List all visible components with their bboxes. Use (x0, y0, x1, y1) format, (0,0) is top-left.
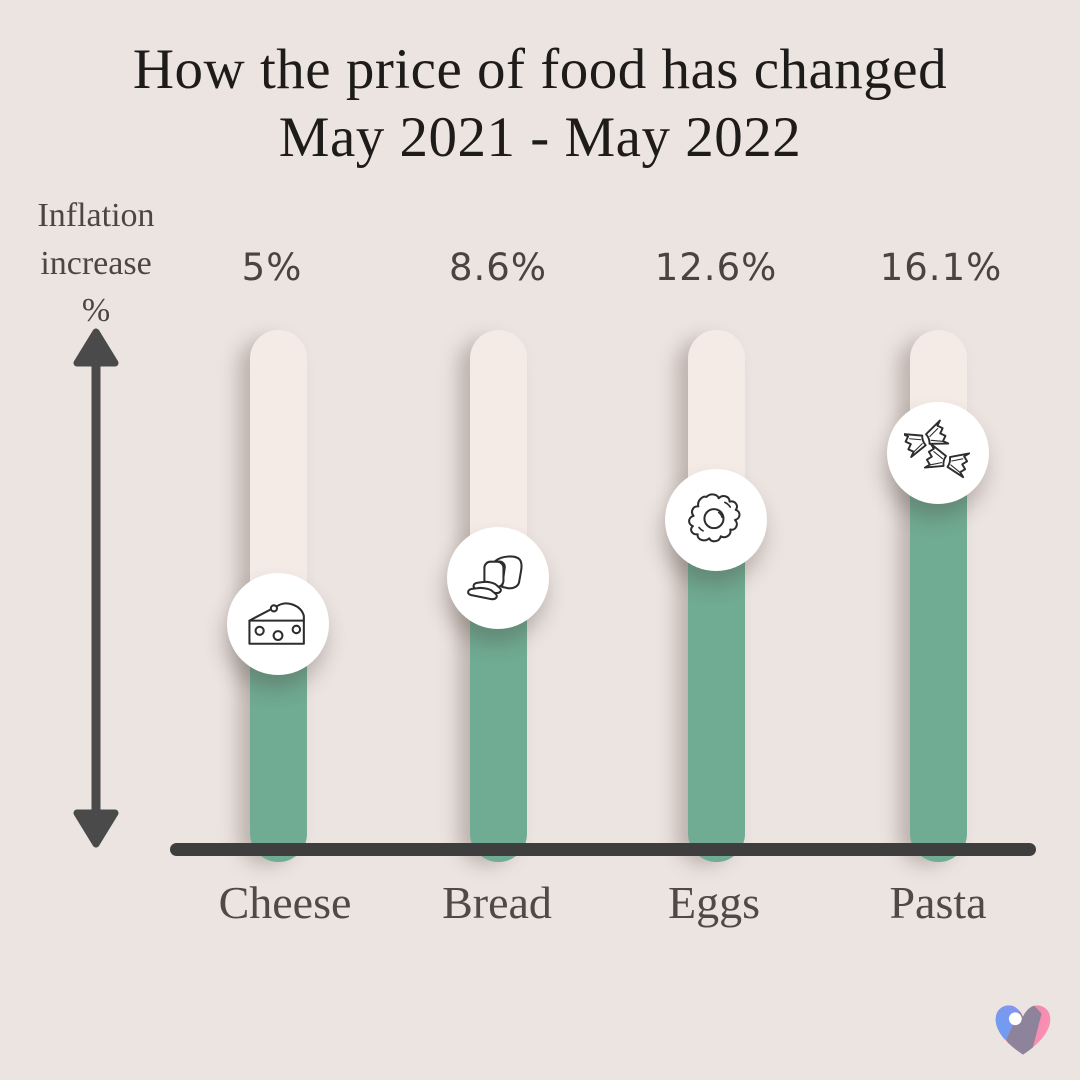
y-axis-label-line3: % (81, 292, 111, 330)
bread-icon (467, 555, 523, 601)
cheese-icon (248, 602, 305, 645)
y-axis-label: Inflation increase % (2, 192, 190, 335)
category-label-cheese: Cheese (218, 877, 352, 928)
bar-fill-pasta (910, 453, 967, 862)
value-label-cheese: 5% (241, 246, 303, 289)
pasta-icon-circle (887, 402, 989, 504)
chart-title-line1: How the price of food has changed (132, 38, 948, 101)
y-axis-label-line1: Inflation (37, 197, 155, 234)
value-label-eggs: 12.6% (654, 246, 778, 289)
y-axis-label-line2: increase (40, 244, 152, 282)
heart-logo-icon (995, 1005, 1051, 1055)
bread-icon-circle (447, 527, 549, 629)
farfalle-pasta-icon (904, 419, 971, 479)
category-label-eggs: Eggs (668, 877, 760, 928)
category-label-pasta: Pasta (889, 877, 987, 928)
value-label-bread: 8.6% (449, 246, 547, 289)
chart-title-line2: May 2021 - May 2022 (278, 106, 802, 170)
cheese-icon-circle (227, 573, 329, 675)
brand-logo (991, 997, 1055, 1061)
category-label-bread: Bread (442, 877, 552, 928)
bar-fill-eggs (688, 520, 745, 862)
eggs-icon-circle (665, 469, 767, 571)
chart-title: How the price of food has changed May 20… (0, 36, 1080, 173)
x-axis-line (170, 843, 1036, 856)
fried-egg-icon (688, 493, 741, 543)
y-axis-arrow-icon (73, 328, 119, 848)
value-label-pasta: 16.1% (879, 246, 1003, 289)
